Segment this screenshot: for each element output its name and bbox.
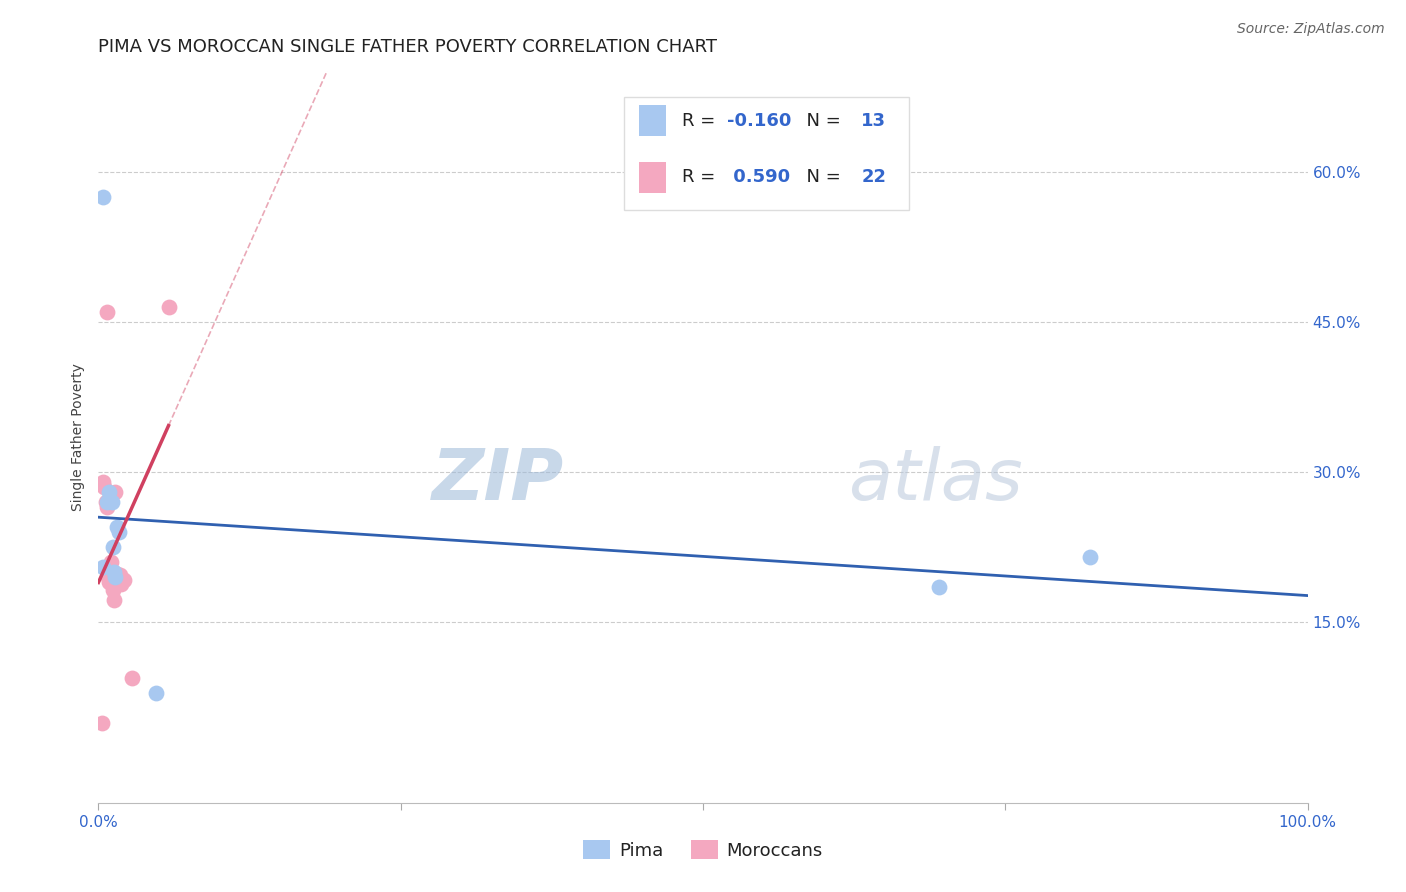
Point (98, 566, 121, 580)
Point (91, 560, 114, 574)
FancyBboxPatch shape (638, 162, 665, 193)
Text: 22: 22 (862, 169, 886, 186)
Text: R =: R = (682, 169, 721, 186)
FancyBboxPatch shape (624, 97, 908, 211)
Point (100, 574, 122, 588)
Point (108, 568, 131, 582)
Point (104, 485, 127, 500)
Point (108, 525, 131, 540)
Text: PIMA VS MOROCCAN SINGLE FATHER POVERTY CORRELATION CHART: PIMA VS MOROCCAN SINGLE FATHER POVERTY C… (98, 38, 717, 56)
Point (100, 555, 122, 569)
Text: Source: ZipAtlas.com: Source: ZipAtlas.com (1237, 22, 1385, 37)
Point (112, 574, 135, 588)
Legend: Pima, Moroccans: Pima, Moroccans (576, 833, 830, 867)
Text: 13: 13 (862, 112, 886, 129)
Point (96, 500, 118, 515)
Point (96, 495, 118, 509)
Text: atlas: atlas (848, 447, 1022, 516)
Point (97, 570, 120, 584)
Text: R =: R = (682, 112, 721, 129)
Point (928, 580, 950, 594)
Point (98, 485, 121, 500)
Point (103, 593, 125, 607)
Point (94, 495, 117, 509)
Point (100, 495, 122, 509)
Point (104, 570, 127, 584)
Point (97, 566, 120, 580)
Point (105, 520, 128, 534)
Point (91, 475, 114, 490)
Text: 0.590: 0.590 (727, 169, 790, 186)
Point (110, 577, 132, 591)
Point (157, 300, 180, 314)
Point (100, 567, 122, 582)
Point (93, 480, 115, 494)
Text: N =: N = (794, 169, 846, 186)
Point (96, 305, 118, 319)
FancyBboxPatch shape (638, 105, 665, 136)
Point (1078, 550, 1101, 565)
Point (103, 566, 125, 580)
Point (145, 685, 167, 699)
Point (91, 189, 114, 203)
Y-axis label: Single Father Poverty: Single Father Poverty (72, 363, 86, 511)
Text: -0.160: -0.160 (727, 112, 792, 129)
Point (101, 541, 124, 555)
Text: ZIP: ZIP (432, 447, 564, 516)
Point (121, 671, 143, 685)
Point (91, 715, 114, 730)
Text: N =: N = (794, 112, 846, 129)
Point (101, 583, 124, 598)
Point (105, 567, 128, 582)
Point (98, 575, 121, 590)
